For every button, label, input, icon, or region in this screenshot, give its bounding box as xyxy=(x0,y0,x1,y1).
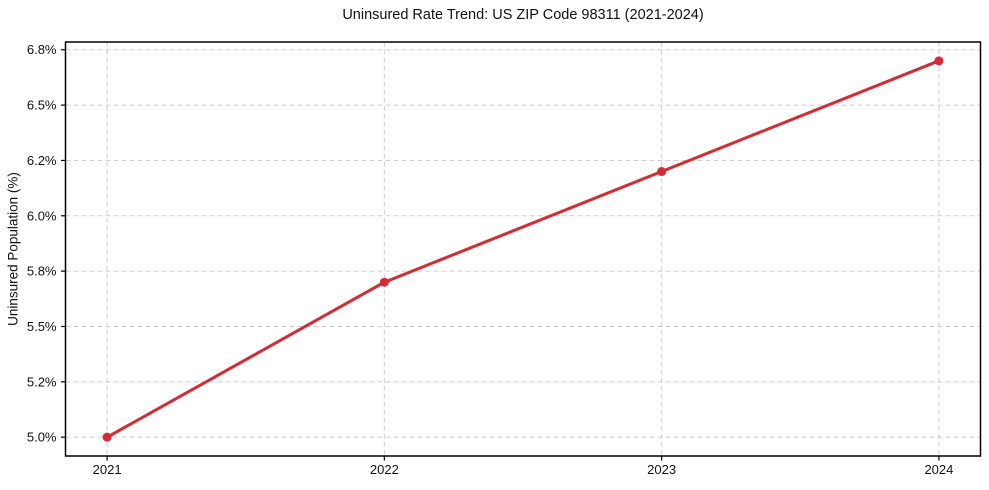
y-tick-label: 6.0% xyxy=(27,208,57,223)
data-point-2024 xyxy=(934,56,944,66)
data-point-2022 xyxy=(379,277,389,287)
x-tick-label: 2023 xyxy=(647,462,676,477)
y-tick-label: 6.8% xyxy=(27,42,57,57)
data-point-2021 xyxy=(102,432,112,442)
x-tick-label: 2024 xyxy=(924,462,953,477)
chart-title: Uninsured Rate Trend: US ZIP Code 98311 … xyxy=(342,7,704,23)
data-point-2023 xyxy=(657,167,667,177)
y-tick-label: 5.2% xyxy=(27,374,57,389)
y-tick-label: 5.5% xyxy=(27,319,57,334)
y-tick-label: 6.2% xyxy=(27,153,57,168)
x-tick-label: 2021 xyxy=(93,462,122,477)
y-axis-title: Uninsured Population (%) xyxy=(5,172,21,326)
y-tick-label: 6.5% xyxy=(27,98,57,113)
x-tick-label: 2022 xyxy=(370,462,399,477)
y-tick-label: 5.0% xyxy=(27,430,57,445)
y-tick-label: 5.8% xyxy=(27,264,57,279)
trend-line xyxy=(105,59,941,439)
plot-border xyxy=(64,41,982,457)
